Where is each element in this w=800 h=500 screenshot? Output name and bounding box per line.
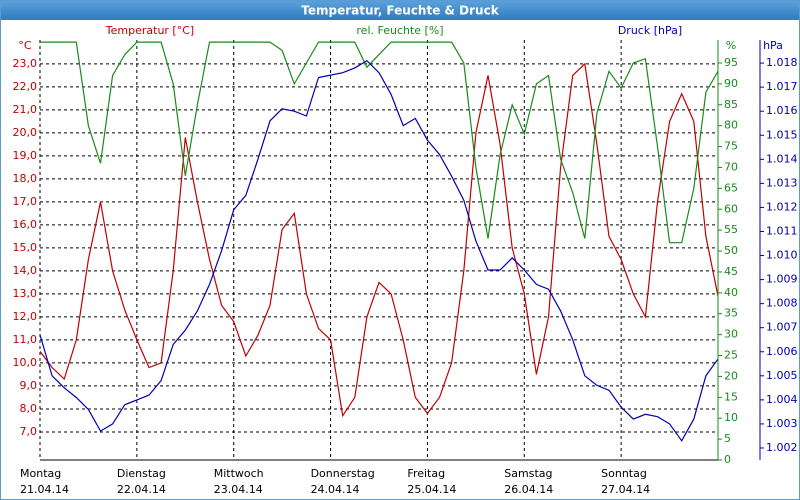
y2-tick-label: 80 xyxy=(724,119,738,132)
y-tick-label: 11,0 xyxy=(13,333,38,346)
series-line xyxy=(40,62,718,418)
series-line xyxy=(40,41,718,244)
x-date-label: 22.04.14 xyxy=(117,483,166,496)
y-tick-label: 13,0 xyxy=(13,287,38,300)
y2-tick-label: 40 xyxy=(724,286,738,299)
y3-tick-label: 1.004 xyxy=(766,393,798,406)
title-bar xyxy=(1,1,799,20)
y-tick-label: 16,0 xyxy=(13,218,38,231)
y-tick-label: 19,0 xyxy=(13,149,38,162)
chart-title: Temperatur, Feuchte & Druck xyxy=(301,4,499,18)
y3-tick-label: 1.010 xyxy=(766,249,798,262)
y2-tick-label: 90 xyxy=(724,77,738,90)
y2-tick-label: 60 xyxy=(724,202,738,215)
y2-tick-label: 5 xyxy=(724,432,731,445)
grid xyxy=(39,40,719,460)
x-date-label: 25.04.14 xyxy=(407,483,456,496)
x-date-label: 27.04.14 xyxy=(601,483,650,496)
y3-tick-label: 1.008 xyxy=(766,297,798,310)
y3-unit: hPa xyxy=(763,39,783,52)
y2-tick-label: 0 xyxy=(724,453,731,466)
y-tick-label: 20,0 xyxy=(13,126,38,139)
y-tick-label: 9,0 xyxy=(20,379,38,392)
y3-tick-label: 1.003 xyxy=(766,417,798,430)
y2-tick-label: 15 xyxy=(724,390,738,403)
y2-tick-label: 50 xyxy=(724,244,738,257)
y2-tick-label: 85 xyxy=(724,98,738,111)
series-line xyxy=(40,59,718,442)
y2-tick-label: 55 xyxy=(724,223,738,236)
x-tick-label: Montag xyxy=(20,467,61,480)
y2-tick-label: 65 xyxy=(724,181,738,194)
x-date-label: 21.04.14 xyxy=(20,483,69,496)
y2-tick-label: 20 xyxy=(724,369,738,382)
y2-tick-label: 25 xyxy=(724,349,738,362)
y3-tick-label: 1.009 xyxy=(766,273,798,286)
y2-tick-label: 70 xyxy=(724,160,738,173)
y-tick-label: 17,0 xyxy=(13,195,38,208)
y-tick-label: 23,0 xyxy=(13,57,38,70)
y3-tick-label: 1.007 xyxy=(766,321,798,334)
y-tick-label: 10,0 xyxy=(13,356,38,369)
y3-tick-label: 1.017 xyxy=(766,80,798,93)
y2-tick-label: 45 xyxy=(724,265,738,278)
y2-tick-label: 30 xyxy=(724,328,738,341)
y2-tick-label: 35 xyxy=(724,307,738,320)
y-tick-label: 12,0 xyxy=(13,310,38,323)
y3-tick-label: 1.013 xyxy=(766,176,798,189)
x-tick-label: Samstag xyxy=(504,467,552,480)
y3-tick-label: 1.015 xyxy=(766,128,798,141)
y2-tick-label: 75 xyxy=(724,140,738,153)
y3-tick-label: 1.012 xyxy=(766,200,798,213)
x-tick-label: Freitag xyxy=(407,467,445,480)
y3-tick-label: 1.005 xyxy=(766,369,798,382)
y-tick-label: 7,0 xyxy=(20,425,38,438)
series-title: Temperatur [°C] xyxy=(105,24,194,37)
y3-tick-label: 1.002 xyxy=(766,441,798,454)
y-tick-label: 8,0 xyxy=(20,402,38,415)
series-title: Druck [hPa] xyxy=(618,24,682,37)
y3-tick-label: 1.006 xyxy=(766,345,798,358)
y-tick-label: 18,0 xyxy=(13,172,38,185)
series-title: rel. Feuchte [%] xyxy=(356,24,443,37)
x-tick-label: Dienstag xyxy=(117,467,166,480)
y-tick-label: 14,0 xyxy=(13,264,38,277)
x-date-label: 24.04.14 xyxy=(311,483,360,496)
x-date-label: 26.04.14 xyxy=(504,483,553,496)
y-tick-label: 15,0 xyxy=(13,241,38,254)
lines xyxy=(40,41,718,442)
y2-tick-label: 10 xyxy=(724,411,738,424)
y3-tick-label: 1.011 xyxy=(766,224,798,237)
y2-unit: % xyxy=(726,39,736,52)
y-tick-label: 21,0 xyxy=(13,103,38,116)
y2-tick-label: 95 xyxy=(724,56,738,69)
y3-tick-label: 1.018 xyxy=(766,56,798,69)
y-unit: °C xyxy=(18,39,32,52)
x-tick-label: Donnerstag xyxy=(311,467,375,480)
x-date-label: 23.04.14 xyxy=(214,483,263,496)
y3-tick-label: 1.016 xyxy=(766,104,798,117)
y-tick-label: 22,0 xyxy=(13,80,38,93)
x-tick-label: Sonntag xyxy=(601,467,647,480)
y3-tick-label: 1.014 xyxy=(766,152,798,165)
x-tick-label: Mittwoch xyxy=(214,467,264,480)
